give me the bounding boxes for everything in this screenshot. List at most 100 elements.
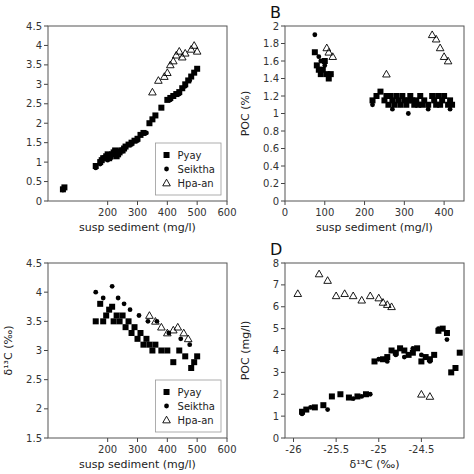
x-tick	[285, 201, 286, 205]
y-tick-label: 3	[36, 79, 42, 90]
legend: PyaySeikthaHpa-an	[156, 143, 221, 195]
point	[390, 107, 395, 112]
y-tick	[44, 45, 48, 46]
x-tick-label: 200	[98, 207, 117, 218]
point	[149, 348, 155, 354]
point	[194, 66, 200, 72]
x-tick-label: 300	[395, 207, 414, 218]
point	[177, 92, 182, 97]
x-tick	[378, 438, 379, 442]
point	[444, 57, 452, 64]
point	[370, 102, 375, 107]
panel: 20030040050060000.511.522.533.544.5susp …	[26, 21, 236, 235]
point	[431, 352, 437, 358]
point	[388, 303, 396, 310]
point	[100, 318, 106, 324]
y-tick-label: 1.5	[26, 433, 42, 444]
point	[164, 348, 170, 354]
point	[193, 47, 201, 54]
series	[146, 312, 192, 342]
point	[152, 342, 158, 348]
x-tick	[137, 438, 138, 442]
y-tick	[44, 321, 48, 322]
y-tick-label: 4.5	[26, 258, 42, 269]
panel: -26-25.5-25-24.5012345678δ¹³C (‰)POC (mg…	[239, 240, 464, 471]
point	[300, 412, 305, 417]
point	[123, 145, 128, 150]
point	[158, 105, 164, 111]
point	[187, 342, 192, 347]
point	[440, 53, 448, 60]
point	[111, 318, 117, 324]
x-tick-label: 500	[188, 207, 207, 218]
point	[108, 156, 113, 161]
x-tick-label: -25	[371, 444, 387, 455]
y-tick	[281, 78, 285, 79]
y-tick	[281, 26, 285, 27]
legend-marker	[164, 152, 170, 158]
y-tick-label: 3.5	[26, 316, 42, 327]
y-tick-label: 1.6	[263, 56, 279, 67]
series	[312, 32, 452, 116]
y-tick	[281, 166, 285, 167]
y-tick	[44, 379, 48, 380]
point	[146, 312, 154, 319]
point	[144, 131, 149, 136]
point	[191, 359, 197, 365]
point	[170, 359, 176, 365]
point	[137, 313, 142, 318]
point	[135, 336, 141, 342]
chart: 20030040050060000.511.522.533.544.5susp …	[0, 0, 474, 474]
series	[299, 326, 463, 415]
point	[418, 390, 426, 397]
x-tick-label: 400	[158, 207, 177, 218]
point	[383, 70, 391, 77]
panel-label: B	[270, 3, 281, 22]
y-tick-label: 4	[36, 287, 42, 298]
y-tick-label: 2.5	[26, 98, 42, 109]
y-tick-label: 1	[273, 108, 279, 119]
point	[113, 150, 118, 155]
y-tick	[44, 408, 48, 409]
x-tick-label: 300	[128, 207, 147, 218]
y-tick-label: 0	[273, 196, 279, 207]
series	[312, 49, 455, 108]
x-tick	[293, 438, 294, 442]
frame	[285, 263, 464, 438]
x-tick	[137, 201, 138, 205]
x-tick-label: 600	[217, 207, 236, 218]
x-tick	[107, 201, 108, 205]
point	[398, 102, 403, 107]
y-tick-label: 7	[273, 279, 279, 290]
point	[377, 89, 383, 95]
point	[432, 35, 440, 42]
y-tick-label: 4	[273, 345, 279, 356]
y-axis-label: δ¹³C (‰)	[2, 325, 15, 375]
y-tick	[281, 416, 285, 417]
point	[140, 342, 146, 348]
y-tick-label: 2	[36, 403, 42, 414]
x-tick	[404, 201, 405, 205]
point	[93, 290, 98, 295]
point	[93, 166, 98, 171]
x-tick-label: -25.5	[323, 444, 349, 455]
x-tick	[167, 201, 168, 205]
legend-label: Pyay	[178, 150, 202, 161]
x-tick-label: 200	[355, 207, 374, 218]
point	[132, 324, 138, 330]
y-tick-label: 1.2	[263, 91, 279, 102]
legend-label: Seiktha	[178, 164, 215, 175]
point	[368, 392, 373, 397]
legend-label: Seiktha	[178, 401, 215, 412]
y-tick	[281, 328, 285, 329]
x-tick	[364, 201, 365, 205]
y-tick-label: 6	[273, 301, 279, 312]
point	[328, 72, 333, 77]
y-tick	[44, 181, 48, 182]
y-tick	[281, 201, 285, 202]
y-axis-label: POC (mg/l)	[239, 321, 252, 381]
y-tick-label: 1	[273, 411, 279, 422]
y-tick	[44, 64, 48, 65]
x-tick	[197, 201, 198, 205]
point	[320, 402, 326, 408]
